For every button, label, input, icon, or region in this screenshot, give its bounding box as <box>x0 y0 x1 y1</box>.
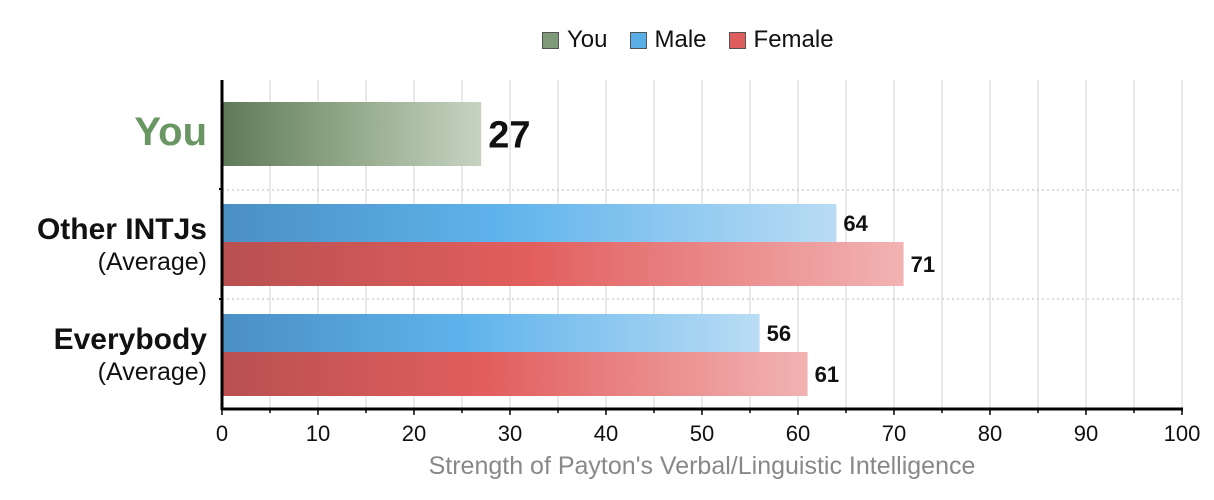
legend-swatch-female <box>728 31 746 49</box>
legend-label-male: Male <box>654 26 707 53</box>
data-label: 61 <box>815 362 839 387</box>
category-label-other-intjs: Other INTJs (Average) <box>37 213 207 277</box>
x-tick-label: 80 <box>978 421 1002 446</box>
bar-male <box>222 204 837 242</box>
legend-item-male: Male <box>629 26 707 54</box>
x-tick-label: 40 <box>594 421 618 446</box>
x-tick-label: 0 <box>216 421 228 446</box>
legend-item-you: You <box>542 26 608 54</box>
x-tick-label: 30 <box>498 421 522 446</box>
bar-male <box>222 314 760 352</box>
category-sublabel-everybody: (Average) <box>97 358 207 386</box>
legend-label-you: You <box>567 26 608 53</box>
legend-item-female: Female <box>728 26 834 54</box>
x-tick-label: 70 <box>882 421 906 446</box>
bar-female <box>222 352 808 396</box>
legend-label-female: Female <box>753 26 834 53</box>
category-label-you: You <box>134 110 207 155</box>
category-sublabel-other-intjs: (Average) <box>97 248 207 276</box>
x-tick-label: 20 <box>402 421 426 446</box>
data-label: 71 <box>911 252 935 277</box>
bar-female <box>222 242 904 286</box>
data-label: 27 <box>488 115 530 157</box>
x-tick-label: 50 <box>690 421 714 446</box>
category-title-you: You <box>134 110 207 154</box>
bar-you <box>222 102 482 166</box>
legend: You Male Female <box>542 26 856 54</box>
legend-swatch-you <box>542 31 559 49</box>
x-tick-label: 60 <box>786 421 810 446</box>
x-tick-label: 90 <box>1074 421 1098 446</box>
data-label: 64 <box>843 211 868 236</box>
axes: 0 10 20 30 40 50 60 70 80 90 100 <box>216 80 1200 446</box>
legend-swatch-male <box>629 31 647 49</box>
x-tick-label: 100 <box>1164 421 1201 446</box>
category-title-everybody: Everybody <box>53 323 207 356</box>
category-label-everybody: Everybody (Average) <box>54 323 207 387</box>
x-tick-label: 10 <box>306 421 330 446</box>
bars: 27 64 71 56 61 <box>222 102 935 396</box>
data-label: 56 <box>767 321 791 346</box>
category-title-other-intjs: Other INTJs <box>36 213 207 246</box>
x-axis-label: Strength of Payton's Verbal/Linguistic I… <box>428 452 976 480</box>
